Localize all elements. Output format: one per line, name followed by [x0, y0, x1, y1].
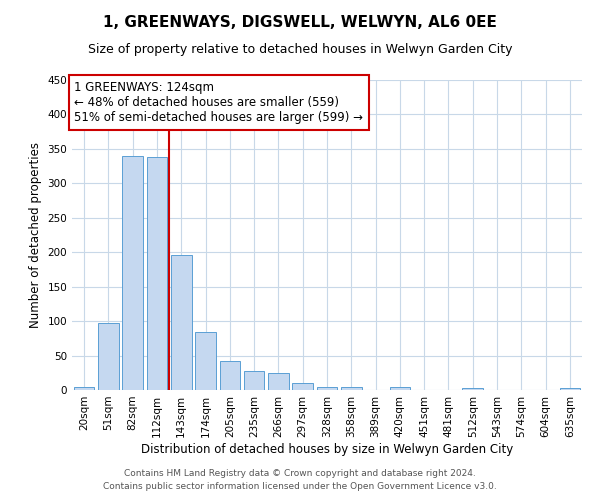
Bar: [463, 388, 483, 390]
Bar: [317, 386, 337, 390]
Text: Size of property relative to detached houses in Welwyn Garden City: Size of property relative to detached ho…: [88, 42, 512, 56]
Bar: [122, 156, 143, 390]
Bar: [195, 332, 216, 390]
Bar: [98, 323, 119, 390]
Text: Contains HM Land Registry data © Crown copyright and database right 2024.: Contains HM Land Registry data © Crown c…: [124, 468, 476, 477]
Text: Contains public sector information licensed under the Open Government Licence v3: Contains public sector information licen…: [103, 482, 497, 491]
Y-axis label: Number of detached properties: Number of detached properties: [29, 142, 42, 328]
Text: 1 GREENWAYS: 124sqm
← 48% of detached houses are smaller (559)
51% of semi-detac: 1 GREENWAYS: 124sqm ← 48% of detached ho…: [74, 80, 364, 124]
Bar: [74, 386, 94, 390]
X-axis label: Distribution of detached houses by size in Welwyn Garden City: Distribution of detached houses by size …: [141, 442, 513, 456]
Bar: [560, 388, 580, 390]
Bar: [389, 386, 410, 390]
Bar: [341, 387, 362, 390]
Bar: [292, 383, 313, 390]
Bar: [146, 157, 167, 390]
Bar: [268, 374, 289, 390]
Bar: [171, 255, 191, 390]
Bar: [244, 372, 265, 390]
Bar: [220, 361, 240, 390]
Text: 1, GREENWAYS, DIGSWELL, WELWYN, AL6 0EE: 1, GREENWAYS, DIGSWELL, WELWYN, AL6 0EE: [103, 15, 497, 30]
